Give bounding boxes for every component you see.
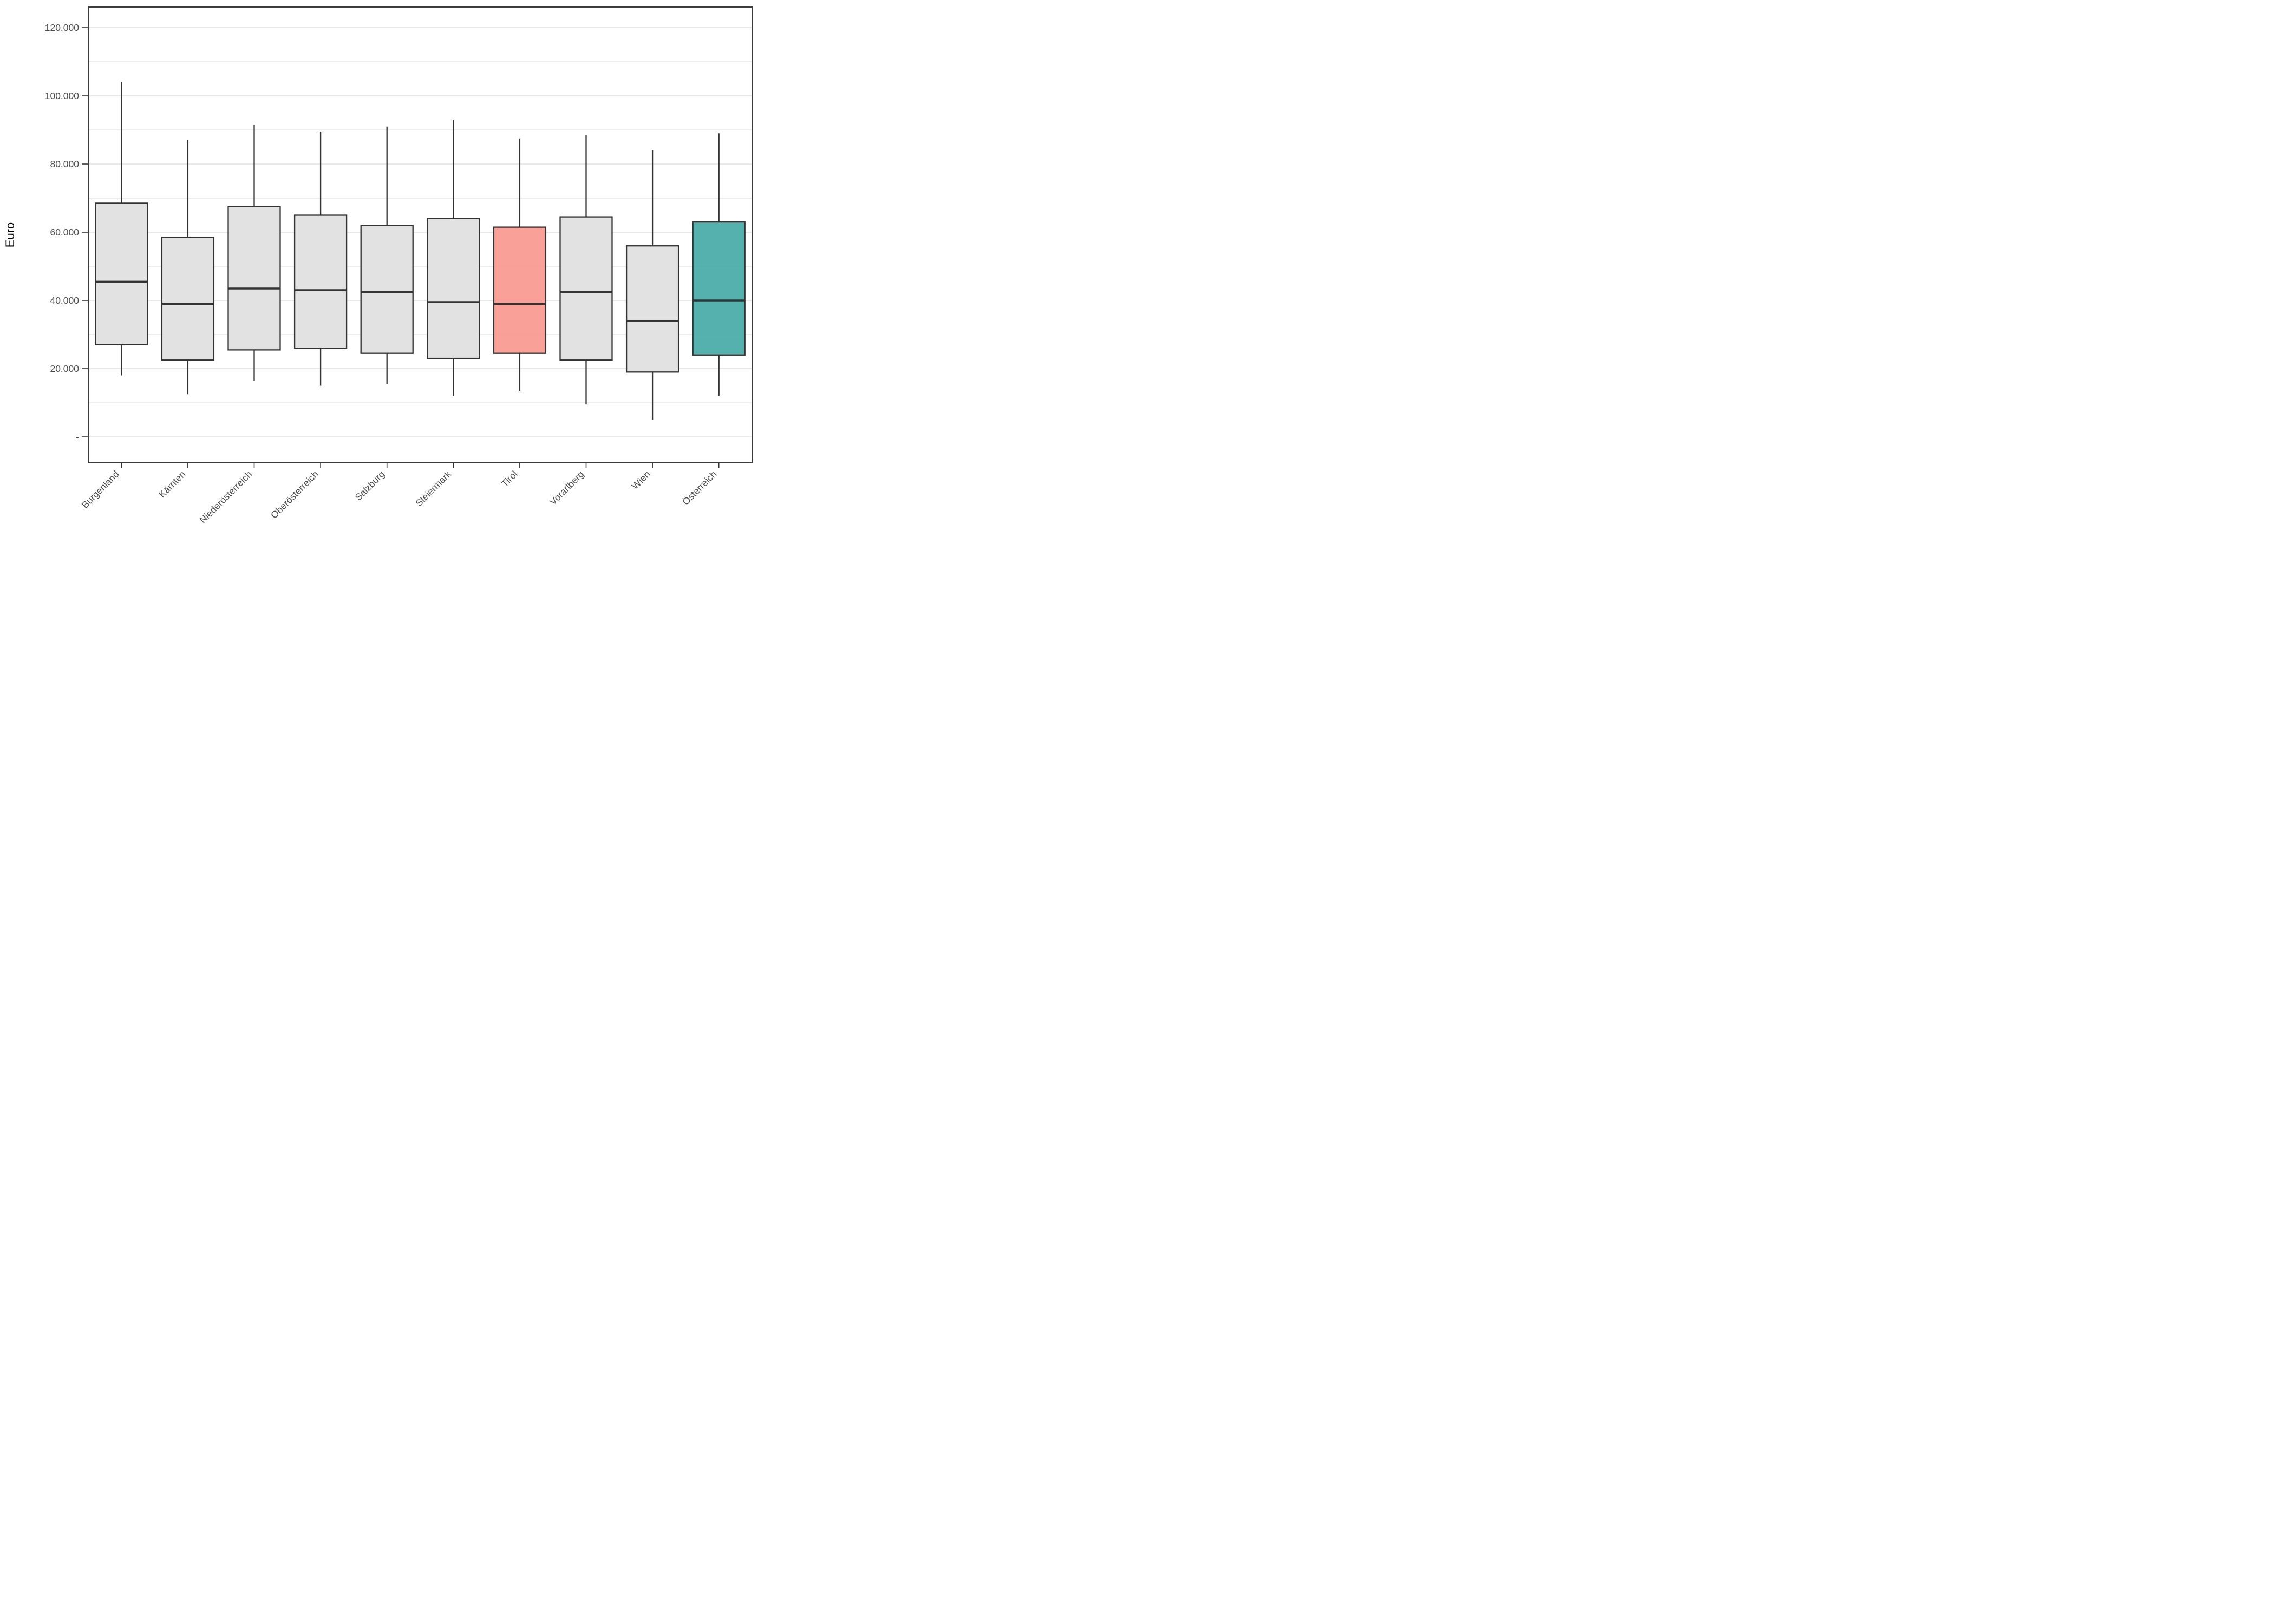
boxplot-Österreich xyxy=(692,133,746,396)
iqr-box xyxy=(227,206,281,351)
x-tick-label: Österreich xyxy=(680,469,718,507)
iqr-box xyxy=(559,216,613,361)
x-tick-label: Burgenland xyxy=(80,469,121,510)
boxplot-Salzburg xyxy=(360,126,414,384)
y-tick-label: 100.000 xyxy=(45,90,80,101)
boxplot-Niederösterreich xyxy=(227,125,281,381)
y-tick-label: - xyxy=(76,431,79,442)
y-tick-label: 80.000 xyxy=(50,159,79,169)
x-tick-label: Vorarlberg xyxy=(547,469,586,507)
y-axis-title: Euro xyxy=(3,222,17,247)
x-tick-label: Niederösterreich xyxy=(197,469,254,526)
iqr-box xyxy=(360,225,414,354)
boxplot-Burgenland xyxy=(95,82,148,376)
boxplot-Steiermark xyxy=(427,120,480,396)
x-tick-label: Tirol xyxy=(499,469,520,489)
y-tick-label: 20.000 xyxy=(50,363,79,374)
x-tick-label: Salzburg xyxy=(353,469,387,503)
iqr-box xyxy=(493,226,547,354)
boxplot-Oberösterreich xyxy=(293,132,348,386)
x-tick-label: Oberösterreich xyxy=(269,469,321,521)
iqr-box xyxy=(293,214,348,349)
plot-generated-content: - 20.000 40.000 60.000 80.000 100.000 120.000 B… xyxy=(45,6,753,526)
iqr-box xyxy=(95,202,148,345)
boxplot-chart: - 20.000 40.000 60.000 80.000 100.000 120.000 B… xyxy=(0,0,758,541)
iqr-box xyxy=(161,237,215,361)
x-tick-label: Wien xyxy=(630,469,652,492)
y-tick-label: 60.000 xyxy=(50,227,79,238)
iqr-box xyxy=(692,221,746,356)
boxplot-Wien xyxy=(625,150,679,420)
iqr-box xyxy=(625,245,679,373)
y-tick-label: 40.000 xyxy=(50,295,79,306)
x-tick-label: Steiermark xyxy=(413,469,453,509)
panel-border xyxy=(88,6,753,463)
boxplot-Vorarlberg xyxy=(559,135,613,405)
y-tick-label: 120.000 xyxy=(45,22,80,33)
x-tick-label: Kärnten xyxy=(156,469,187,500)
iqr-box xyxy=(427,218,480,359)
boxplot-Kärnten xyxy=(161,140,215,395)
boxplot-Tirol xyxy=(493,138,547,391)
boxplot-svg: - 20.000 40.000 60.000 80.000 100.000 120.000 B… xyxy=(3,6,753,526)
